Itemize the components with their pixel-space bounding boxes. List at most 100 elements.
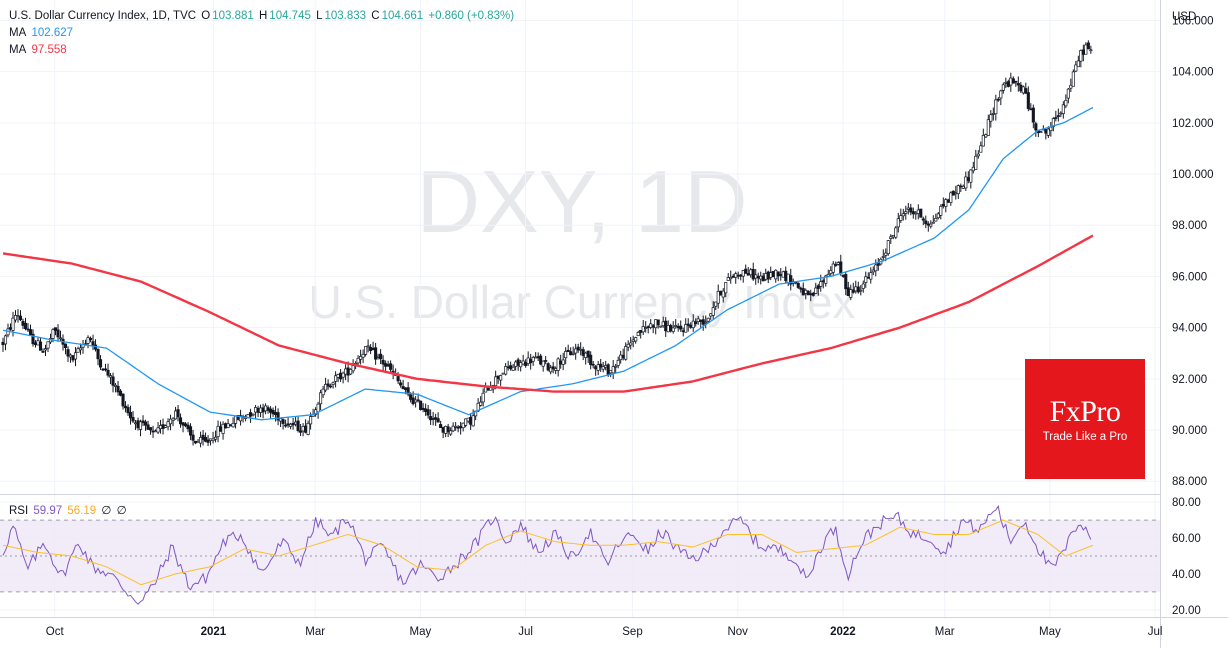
candle-up [226, 423, 230, 428]
candle-down [436, 418, 440, 423]
candle-up [479, 401, 483, 406]
candle-down [1, 341, 5, 346]
candle-up [954, 192, 958, 195]
candle-up [774, 269, 778, 280]
candle-down [761, 275, 765, 282]
candle-down [396, 376, 400, 382]
candle-up [301, 426, 305, 432]
candle-up [609, 370, 613, 374]
candle-down [866, 276, 870, 279]
candle-up [891, 235, 895, 238]
candle-down [731, 275, 735, 278]
candle-down [586, 350, 590, 358]
candle-up [1069, 84, 1073, 89]
candle-down [951, 190, 955, 196]
candle-up [836, 262, 840, 265]
close-value: 104.661 [381, 10, 424, 22]
candle-up [209, 438, 213, 441]
ma-slow-legend: MA 97.558 [9, 44, 69, 56]
candle-down [1024, 88, 1028, 94]
candle-up [494, 376, 498, 387]
candle-up [319, 392, 323, 405]
candle-down [926, 223, 930, 226]
candle-up [726, 277, 730, 281]
candle-up [986, 119, 990, 136]
candle-up [724, 282, 728, 294]
candle-down [399, 382, 403, 386]
candle-up [1076, 60, 1080, 68]
candle-up [764, 273, 768, 280]
candle-down [1014, 80, 1018, 83]
candle-down [56, 329, 60, 338]
candle-up [939, 205, 943, 216]
ma-slow-line [2, 234, 1094, 393]
candle-down [669, 325, 673, 332]
candle-up [279, 418, 283, 422]
candle-up [316, 403, 320, 413]
candle-down [856, 286, 860, 293]
candle-down [23, 322, 28, 330]
candle-up [174, 410, 178, 420]
candle-down [66, 349, 70, 357]
candle-down [846, 287, 850, 297]
candle-down [71, 355, 75, 361]
candle-up [11, 317, 15, 331]
candle-down [911, 211, 915, 215]
candle-up [929, 223, 933, 227]
candle-down [271, 409, 275, 415]
price-tick-label: 90.000 [1172, 425, 1207, 437]
candle-up [156, 427, 160, 433]
candle-up [786, 273, 790, 283]
candle-up [1074, 64, 1078, 72]
candle-down [876, 263, 880, 266]
candle-down [744, 268, 748, 274]
ma-slow-label: MA [9, 44, 27, 56]
candle-up [564, 351, 568, 359]
candle-up [511, 366, 515, 371]
candle-down [176, 409, 180, 418]
candle-down [771, 270, 775, 278]
candle-down [416, 399, 420, 402]
candle-up [239, 415, 243, 422]
candle-down [261, 407, 265, 413]
candle-up [769, 272, 773, 278]
rsi-extra-2: ∅ [116, 505, 127, 517]
candle-up [234, 415, 238, 424]
candle-up [336, 374, 340, 378]
candle-down [249, 412, 253, 417]
candle-down [411, 397, 415, 405]
candle-down [191, 434, 195, 441]
candle-up [138, 421, 143, 430]
candle-down [143, 421, 148, 426]
candle-up [561, 359, 565, 365]
candle-down [431, 418, 435, 420]
time-tick-label: Oct [46, 626, 65, 638]
rsi-layer [2, 504, 1094, 605]
candle-up [1064, 99, 1068, 107]
candle-up [944, 199, 948, 207]
candle-down [96, 348, 100, 360]
candle-up [969, 169, 973, 183]
candle-down [291, 422, 295, 426]
candle-down [789, 275, 793, 285]
candle-up [874, 264, 878, 272]
candle-down [806, 290, 810, 296]
candle-up [601, 366, 605, 370]
candle-down [229, 424, 233, 427]
candle-up [366, 345, 370, 348]
candle-down [719, 290, 723, 296]
candle-down [369, 347, 373, 351]
time-tick-label: 2021 [201, 626, 227, 638]
open-label: O [201, 10, 211, 22]
candle-up [654, 319, 658, 329]
candle-down [679, 325, 683, 330]
candle-down [811, 292, 815, 296]
candle-up [849, 289, 853, 298]
candle-down [379, 353, 383, 360]
candle-up [661, 321, 665, 327]
candle-up [461, 422, 465, 429]
candle-up [526, 357, 530, 364]
time-tick-label: Mar [305, 626, 325, 638]
candle-down [419, 400, 423, 410]
